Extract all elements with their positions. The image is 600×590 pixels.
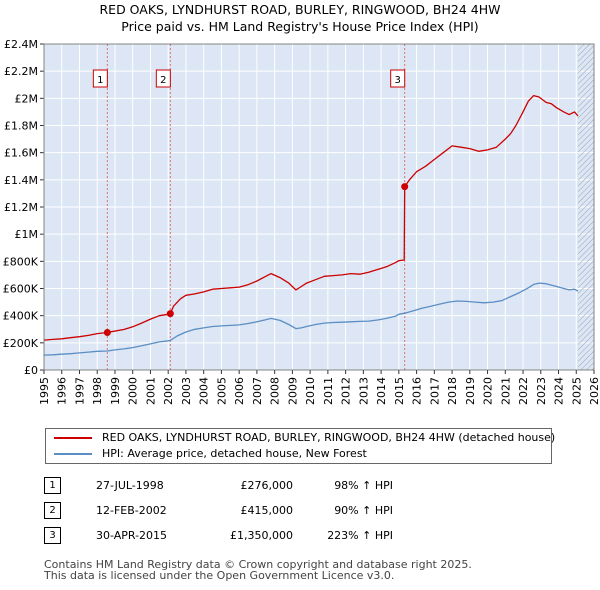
- sale-number-cell: 1: [44, 473, 96, 498]
- sale-label-box: [92, 69, 108, 88]
- y-tick-label: £2.4M: [4, 38, 38, 51]
- y-tick-label: £2M: [15, 92, 39, 105]
- legend-label-hpi: HPI: Average price, detached house, New …: [102, 447, 367, 460]
- forecast-hatch-area: [578, 44, 594, 370]
- legend-label-property: RED OAKS, LYNDHURST ROAD, BURLEY, RINGWO…: [102, 431, 556, 444]
- y-tick-label: £400K: [3, 310, 39, 323]
- sale-number-cell: 3: [44, 523, 96, 548]
- x-tick-label: 2018: [446, 377, 459, 405]
- sale-hpi-change: 98% ↑ HPI: [334, 479, 393, 492]
- legend-swatch-property: [54, 437, 92, 439]
- y-tick-label: £0: [24, 364, 38, 377]
- x-tick-label: 2007: [251, 377, 264, 405]
- sale-number-cell: 2: [44, 498, 96, 523]
- x-tick-label: 2017: [428, 377, 441, 405]
- sale-point: [166, 310, 174, 318]
- sale-label-number: 3: [395, 75, 401, 86]
- x-tick-label: 2001: [144, 377, 157, 405]
- footer-licence: This data is licensed under the Open Gov…: [44, 569, 395, 582]
- legend-entry-hpi: HPI: Average price, detached house, New …: [54, 446, 367, 462]
- x-tick-label: 2019: [464, 377, 477, 405]
- y-tick-label: £1.6M: [4, 147, 38, 160]
- x-tick-label: 2014: [375, 377, 388, 405]
- x-tick-label: 2023: [535, 377, 548, 405]
- table-row: 2 12-FEB-2002 £415,000 90% ↑ HPI: [44, 498, 393, 523]
- y-tick-label: £800K: [3, 255, 39, 268]
- sale-price: £1,350,000: [230, 529, 293, 542]
- sale-point: [103, 329, 111, 337]
- plot-frame: [43, 43, 595, 371]
- x-tick-label: 1999: [109, 377, 122, 405]
- x-tick-label: 2013: [357, 377, 370, 405]
- x-tick-label: 2011: [322, 377, 335, 405]
- x-tick-label: 2005: [215, 377, 228, 405]
- x-tick-label: 2006: [233, 377, 246, 405]
- y-tick-label: £600K: [3, 283, 39, 296]
- footer: Contains HM Land Registry data © Crown c…: [44, 559, 472, 581]
- x-tick-label: 1997: [73, 377, 86, 405]
- x-tick-label: 2022: [517, 377, 530, 405]
- legend-entry-property: RED OAKS, LYNDHURST ROAD, BURLEY, RINGWO…: [54, 430, 555, 446]
- sale-number-badge: 3: [44, 527, 61, 544]
- sale-hpi-change: 90% ↑ HPI: [334, 504, 393, 517]
- sale-number-badge: 1: [44, 477, 61, 494]
- x-tick-label: 1998: [91, 377, 104, 405]
- footer-copyright: Contains HM Land Registry data © Crown c…: [44, 558, 472, 571]
- sale-label-box: [390, 69, 406, 88]
- x-tick-label: 2015: [393, 377, 406, 405]
- x-tick-label: 2020: [482, 377, 495, 405]
- x-tick-label: 2000: [127, 377, 140, 405]
- y-tick-label: £200K: [3, 337, 39, 350]
- sale-date: 27-JUL-1998: [96, 479, 164, 492]
- table-row: 3 30-APR-2015 £1,350,000 223% ↑ HPI: [44, 523, 393, 548]
- sale-label-number: 1: [97, 75, 103, 86]
- y-tick-label: £1.8M: [4, 120, 38, 133]
- y-tick-label: £1.2M: [4, 201, 38, 214]
- chart-subtitle: Price paid vs. HM Land Registry's House …: [121, 19, 479, 34]
- x-tick-label: 2008: [269, 377, 282, 405]
- sale-label-number: 2: [160, 75, 166, 86]
- x-tick-label: 2004: [198, 377, 211, 405]
- y-tick-label: £1M: [15, 228, 39, 241]
- x-tick-label: 2021: [499, 377, 512, 405]
- x-tick-label: 2009: [286, 377, 299, 405]
- x-tick-label: 1995: [38, 377, 51, 405]
- legend: RED OAKS, LYNDHURST ROAD, BURLEY, RINGWO…: [45, 428, 555, 464]
- x-tick-label: 2002: [162, 377, 175, 405]
- x-tick-label: 2025: [570, 377, 583, 405]
- legend-swatch-hpi: [54, 453, 92, 455]
- x-tick-label: 2010: [304, 377, 317, 405]
- sale-label-box: [155, 69, 171, 88]
- table-row: 1 27-JUL-1998 £276,000 98% ↑ HPI: [44, 473, 393, 498]
- price-chart: £0 £200K £400K £600K £800K £1M £1.2M £1.4M £1.6M…: [3, 38, 600, 405]
- x-tick-label: 2016: [411, 377, 424, 405]
- x-tick-label: 1996: [56, 377, 69, 405]
- sale-price: £276,000: [240, 479, 294, 492]
- x-tick-label: 2003: [180, 377, 193, 405]
- x-tick-label: 2026: [588, 377, 600, 405]
- sale-date: 30-APR-2015: [96, 529, 168, 542]
- x-tick-label: 2024: [553, 377, 566, 405]
- sale-number-badge: 2: [44, 502, 61, 519]
- y-tick-label: £1.4M: [4, 174, 38, 187]
- property-price-line: [43, 94, 579, 341]
- y-tick-label: £2.2M: [4, 65, 38, 78]
- sales-table: 1 27-JUL-1998 £276,000 98% ↑ HPI 2 12-FE…: [44, 473, 393, 548]
- sale-hpi-change: 223% ↑ HPI: [327, 529, 393, 542]
- sale-price: £415,000: [240, 504, 294, 517]
- sale-point: [401, 183, 409, 191]
- chart-title: RED OAKS, LYNDHURST ROAD, BURLEY, RINGWO…: [99, 2, 501, 17]
- x-tick-label: 2012: [340, 377, 353, 405]
- sale-date: 12-FEB-2002: [96, 504, 167, 517]
- hpi-line: [43, 282, 579, 356]
